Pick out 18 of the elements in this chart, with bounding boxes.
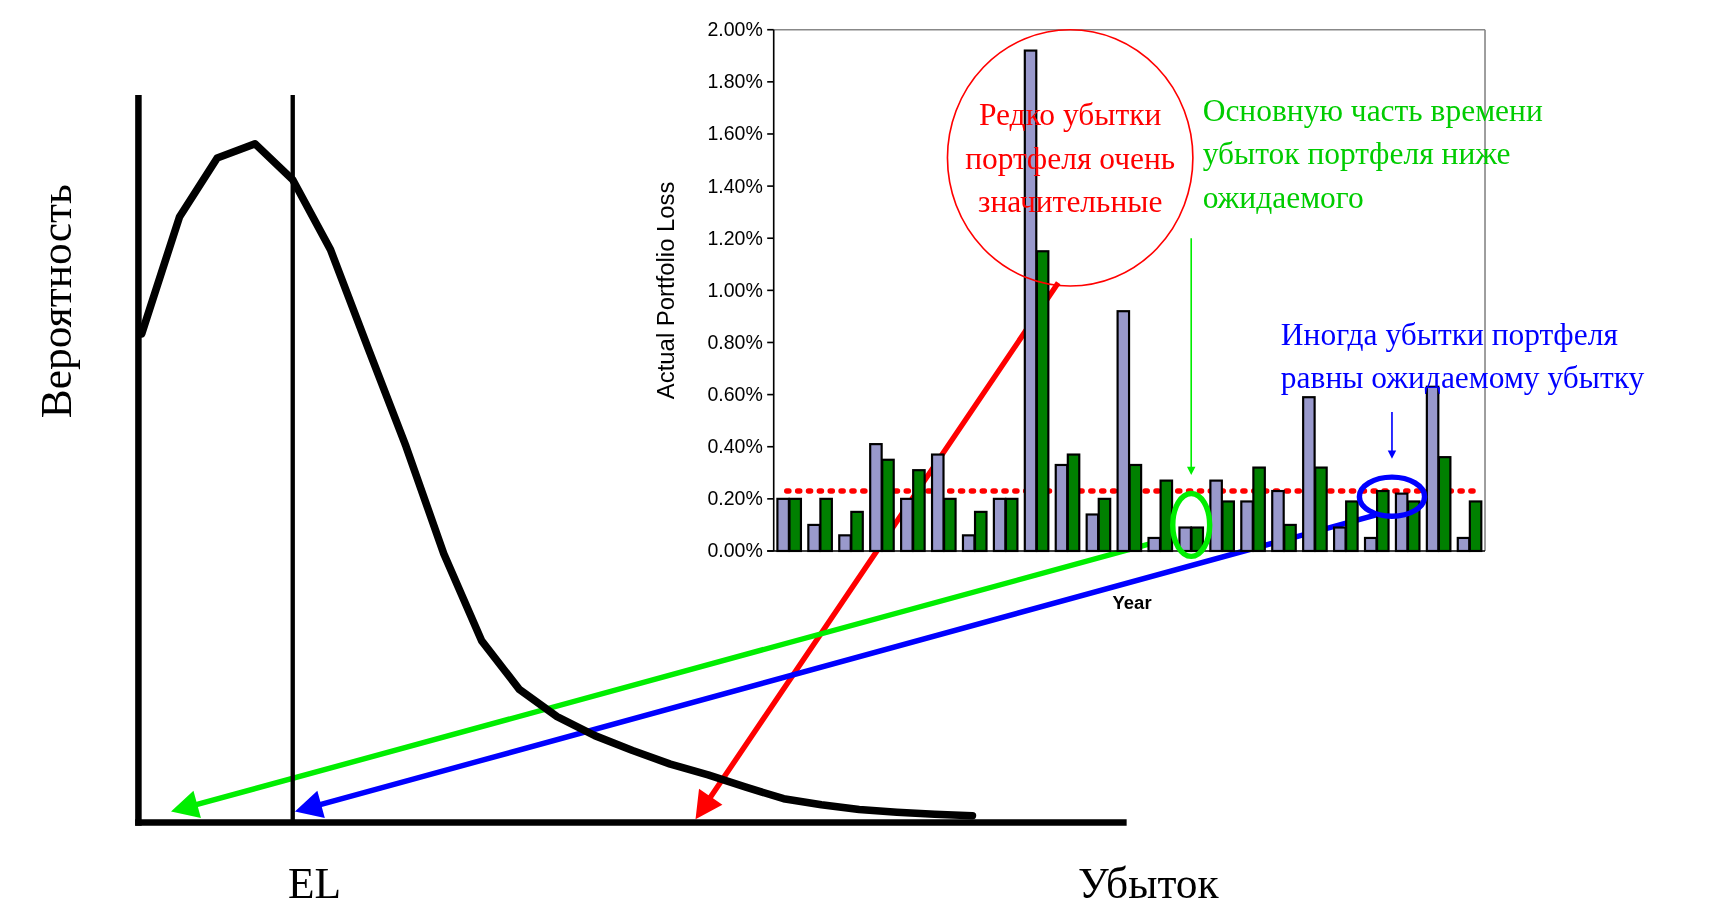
annotation: Иногда убытки портфеля равны ожидаемому убытку <box>1280 316 1645 396</box>
y-tick-label: 2.00% <box>707 18 763 41</box>
y-axis-title: Вероятность <box>32 184 81 419</box>
y-tick-label: 1.00% <box>707 278 763 301</box>
y-tick-label: 0.80% <box>707 330 763 353</box>
y-tick-label: 0.20% <box>707 487 763 510</box>
y-tick-label: 0.00% <box>707 539 763 562</box>
y-tick-label: 0.60% <box>707 383 763 406</box>
y-tick-label: 1.20% <box>707 226 763 249</box>
y-tick-label: 1.60% <box>707 122 763 145</box>
y-tick-label: 1.80% <box>707 70 763 93</box>
x-axis-title: Убыток <box>1078 859 1220 905</box>
x-axis-title: Year <box>1112 591 1152 613</box>
y-tick-label: 1.40% <box>707 174 763 197</box>
y-tick-label: 0.40% <box>707 435 763 458</box>
text: EL <box>287 859 341 905</box>
y-axis-title: Actual Portfolio Loss <box>651 181 679 400</box>
annotation: Основную часть времени убыток портфеля ниже ожидаемого <box>1202 92 1543 215</box>
